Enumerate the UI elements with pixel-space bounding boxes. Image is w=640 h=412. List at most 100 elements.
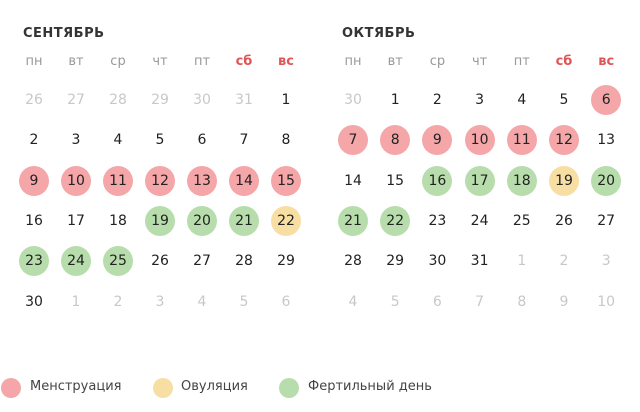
day-cell[interactable]: 25: [512, 212, 531, 229]
day-cell[interactable]: 14: [344, 172, 362, 189]
day-cell[interactable]: 30: [193, 92, 211, 108]
day-cell[interactable]: 9: [559, 293, 569, 310]
day-cell[interactable]: 10: [61, 165, 91, 196]
day-cell[interactable]: 30: [25, 293, 43, 310]
day-cell[interactable]: 4: [197, 293, 207, 310]
day-cell[interactable]: 29: [151, 92, 169, 108]
day-cell[interactable]: 4: [348, 293, 358, 310]
day-cell[interactable]: 30: [344, 92, 362, 108]
weekday-label: пт: [513, 54, 530, 69]
day-cell[interactable]: 23: [19, 246, 49, 277]
day-cell[interactable]: 15: [271, 165, 301, 196]
day-cell[interactable]: 6: [197, 132, 207, 149]
day-cell[interactable]: 27: [193, 253, 211, 270]
day-cell[interactable]: 10: [464, 125, 495, 156]
day-cell[interactable]: 1: [390, 92, 400, 108]
weekday-label: вт: [387, 54, 403, 69]
day-cell[interactable]: 8: [380, 125, 411, 156]
day-cell[interactable]: 6: [591, 85, 622, 115]
day-cell[interactable]: 6: [432, 293, 442, 310]
day-cell[interactable]: 17: [464, 165, 495, 196]
day-cell[interactable]: 2: [113, 293, 123, 310]
weekday-label: вт: [68, 54, 84, 69]
day-cell[interactable]: 13: [187, 165, 217, 196]
day-cell[interactable]: 10: [597, 293, 616, 310]
day-cell[interactable]: 28: [109, 92, 127, 108]
day-cell[interactable]: 18: [109, 212, 127, 229]
day-cell[interactable]: 3: [601, 253, 611, 270]
day-cell[interactable]: 8: [517, 293, 527, 310]
day-cell[interactable]: 11: [506, 125, 537, 156]
day-cell[interactable]: 31: [235, 92, 253, 108]
day-cell[interactable]: 4: [517, 92, 527, 108]
day-cell[interactable]: 27: [597, 212, 616, 229]
weekday-label: сб: [235, 54, 253, 69]
day-cell[interactable]: 28: [344, 253, 362, 270]
day-cell[interactable]: 13: [597, 132, 616, 149]
day-cell[interactable]: 15: [386, 172, 405, 189]
day-cell[interactable]: 19: [145, 205, 175, 236]
weekday-label: вс: [278, 54, 294, 69]
day-cell[interactable]: 4: [113, 132, 123, 149]
weekday-label: ср: [110, 54, 126, 69]
day-cell[interactable]: 3: [475, 92, 485, 108]
day-cell[interactable]: 1: [517, 253, 527, 270]
day-cell[interactable]: 28: [235, 253, 253, 270]
day-cell[interactable]: 12: [145, 165, 175, 196]
day-cell[interactable]: 26: [25, 92, 43, 108]
day-cell[interactable]: 1: [71, 293, 81, 310]
day-cell[interactable]: 26: [151, 253, 169, 270]
day-cell[interactable]: 24: [470, 212, 489, 229]
day-cell[interactable]: 25: [103, 246, 133, 277]
day-cell[interactable]: 24: [61, 246, 91, 277]
day-cell[interactable]: 29: [386, 253, 405, 270]
day-cell[interactable]: 5: [239, 293, 249, 310]
legend-swatch: [1, 378, 21, 398]
day-cell[interactable]: 22: [271, 205, 301, 236]
day-cell[interactable]: 6: [281, 293, 291, 310]
day-cell[interactable]: 20: [591, 165, 622, 196]
weekday-label: пт: [193, 54, 211, 69]
day-cell[interactable]: 8: [281, 132, 291, 149]
day-cell[interactable]: 19: [549, 165, 579, 196]
legend-label: Фертильный день: [308, 379, 432, 394]
day-cell[interactable]: 3: [155, 293, 165, 310]
day-cell[interactable]: 16: [422, 165, 453, 196]
day-cell[interactable]: 2: [432, 92, 442, 108]
day-cell[interactable]: 27: [67, 92, 85, 108]
weekday-label: ср: [429, 54, 446, 69]
day-cell[interactable]: 17: [67, 212, 85, 229]
weekday-label: пн: [344, 54, 362, 69]
legend-swatch: [279, 378, 299, 398]
day-cell[interactable]: 23: [428, 212, 447, 229]
day-cell[interactable]: 2: [29, 132, 39, 149]
day-cell[interactable]: 5: [559, 92, 569, 108]
weekday-label: чт: [471, 54, 488, 69]
day-cell[interactable]: 18: [506, 165, 537, 196]
day-cell[interactable]: 16: [25, 212, 43, 229]
day-cell[interactable]: 14: [229, 165, 259, 196]
day-cell[interactable]: 5: [155, 132, 165, 149]
day-cell[interactable]: 3: [71, 132, 81, 149]
month-title: ОКТЯБРЬ: [342, 26, 416, 41]
day-cell[interactable]: 9: [422, 125, 453, 156]
weekday-label: вс: [598, 54, 615, 69]
day-cell[interactable]: 5: [390, 293, 400, 310]
day-cell[interactable]: 22: [380, 205, 411, 236]
day-cell[interactable]: 31: [470, 253, 489, 270]
day-cell[interactable]: 11: [103, 165, 133, 196]
day-cell[interactable]: 26: [555, 212, 573, 229]
day-cell[interactable]: 9: [19, 165, 49, 196]
day-cell[interactable]: 21: [338, 205, 368, 236]
day-cell[interactable]: 7: [239, 132, 249, 149]
day-cell[interactable]: 12: [549, 125, 579, 156]
day-cell[interactable]: 2: [559, 253, 569, 270]
day-cell[interactable]: 7: [338, 125, 368, 156]
day-cell[interactable]: 20: [187, 205, 217, 236]
day-cell[interactable]: 1: [281, 92, 291, 108]
day-cell[interactable]: 21: [229, 205, 259, 236]
day-cell[interactable]: 29: [277, 253, 295, 270]
day-cell[interactable]: 7: [475, 293, 485, 310]
day-cell[interactable]: 30: [428, 253, 447, 270]
